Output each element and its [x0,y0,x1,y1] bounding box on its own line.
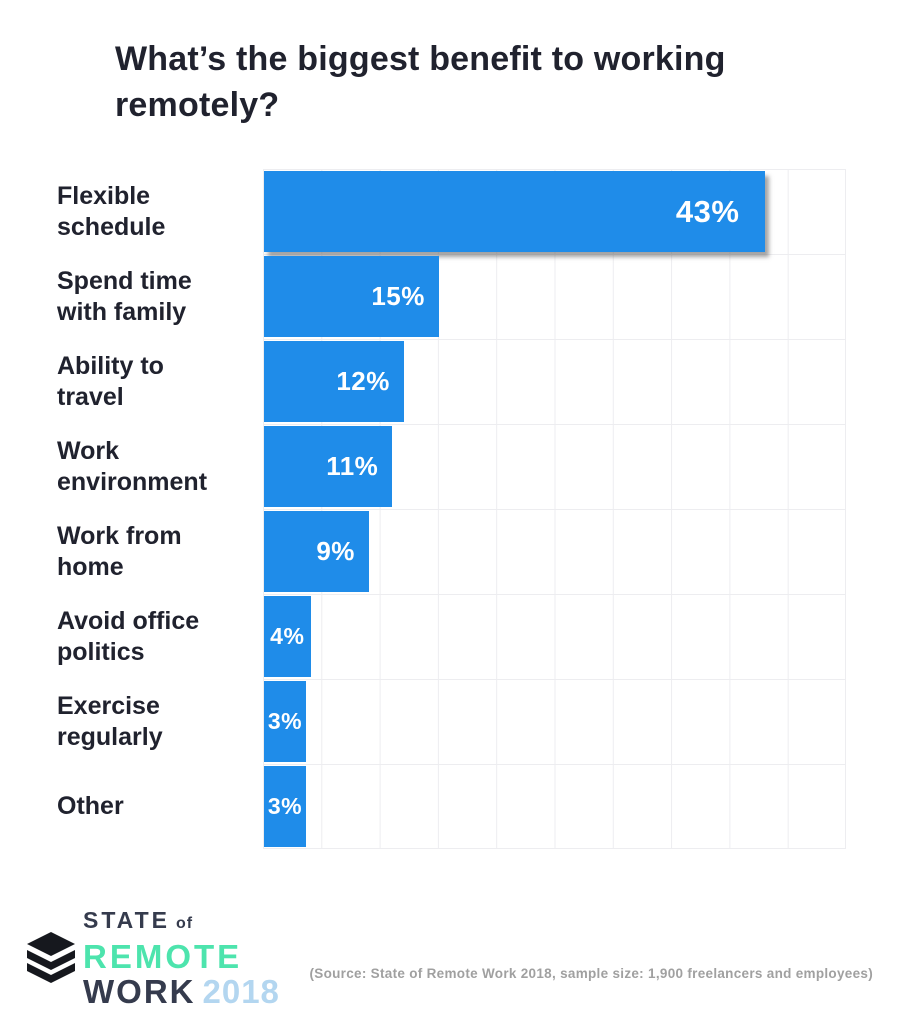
category-label-exercise-regularly: Exercise regularly [57,691,163,751]
bar-flexible-schedule: 43% [264,171,766,252]
logo-line-work-year: WORK 2018 [83,974,280,1009]
category-label-flexible-schedule: Flexible schedule [57,181,166,241]
logo-year: 2018 [202,973,280,1010]
bar-value-label-exercise-regularly: 3% [267,708,303,734]
bar-value-label-avoid-office-politics: 4% [270,623,305,649]
logo-text: STATE of REMOTE WORK 2018 [83,905,280,1009]
logo-work: WORK [83,973,196,1010]
bar-value-label-spend-time-with-family: 15% [371,281,425,311]
bar-other: 3% [264,766,306,847]
logo-remote: REMOTE [83,938,243,975]
category-label-spend-time-with-family: Spend time with family [57,266,192,326]
bar-ability-to-travel: 12% [264,341,404,422]
bar-value-label-work-from-home: 9% [316,536,355,566]
category-label-work-from-home: Work from home [57,521,182,581]
bar-value-label-ability-to-travel: 12% [336,366,390,396]
category-label-work-environment: Work environment [57,436,208,496]
bar-spend-time-with-family: 15% [264,256,439,337]
bar-exercise-regularly: 3% [264,681,306,762]
logo-of: of [175,915,194,932]
bar-value-label-other: 3% [267,793,303,819]
bar-value-label-work-environment: 11% [326,451,379,481]
category-label-avoid-office-politics: Avoid office politics [57,606,200,666]
logo-state: STATE [83,907,170,933]
bar-avoid-office-politics: 4% [264,596,311,677]
bar-work-environment: 11% [264,426,393,507]
bar-value-label-flexible-schedule: 43% [675,193,740,229]
source-note: (Source: State of Remote Work 2018, samp… [309,966,873,981]
buffer-layers-icon [27,932,75,983]
category-label-ability-to-travel: Ability to travel [57,351,164,411]
logo-line-state-of: STATE of [83,905,280,939]
category-label-other: Other [57,792,124,820]
bar-work-from-home: 9% [264,511,369,592]
chart-title: What’s the biggest benefit to working re… [115,40,726,124]
